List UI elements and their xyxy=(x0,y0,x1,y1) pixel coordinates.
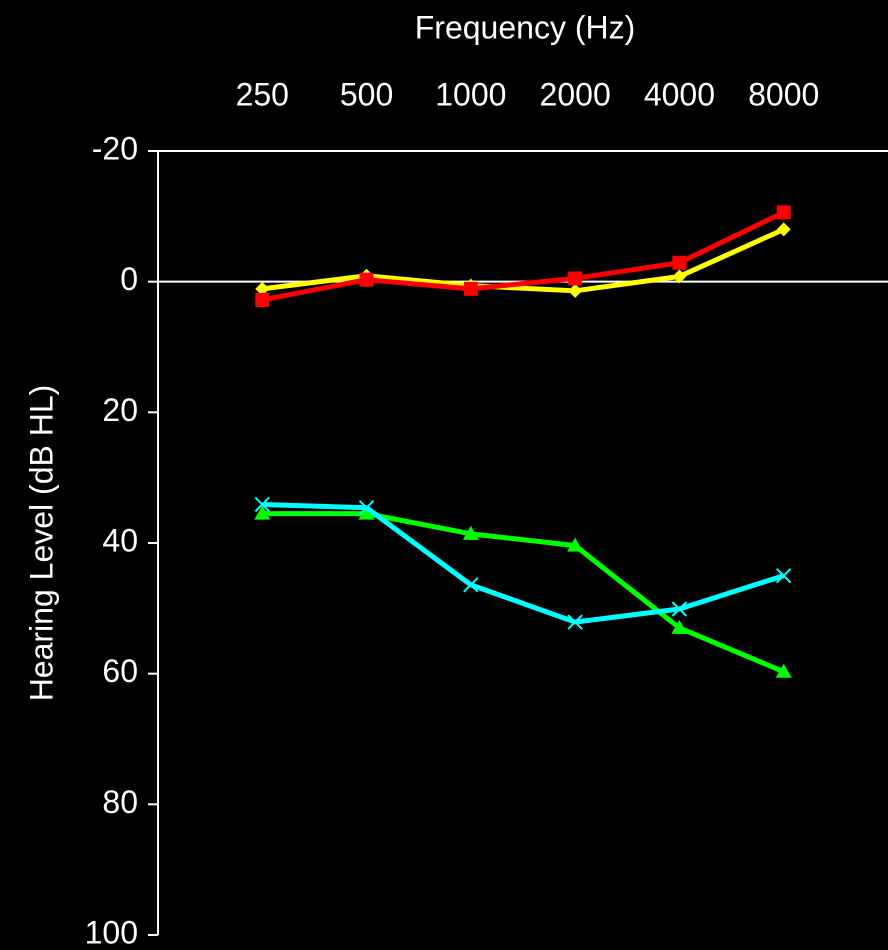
chart-title: Frequency (Hz) xyxy=(415,9,636,45)
marker xyxy=(776,222,791,237)
marker xyxy=(567,614,583,630)
y-tick-label: 40 xyxy=(102,522,138,558)
x-tick-label: 1000 xyxy=(435,76,506,112)
marker xyxy=(568,271,583,286)
marker xyxy=(776,205,791,220)
marker xyxy=(359,272,374,287)
series-line xyxy=(262,511,785,675)
x-tick-label: 500 xyxy=(340,76,393,112)
marker xyxy=(463,577,479,593)
y-tick-label: 0 xyxy=(120,261,138,297)
y-tick-label: 60 xyxy=(102,653,138,689)
y-tick-label: -20 xyxy=(92,130,138,166)
marker xyxy=(462,525,479,540)
marker xyxy=(358,500,375,516)
marker xyxy=(671,619,688,634)
marker xyxy=(568,283,583,298)
series-line xyxy=(261,227,785,294)
marker xyxy=(671,601,688,617)
marker xyxy=(254,496,270,513)
x-tick-label: 250 xyxy=(236,76,289,112)
marker xyxy=(775,663,792,678)
y-tick-label: 100 xyxy=(85,914,138,950)
marker xyxy=(255,292,270,307)
y-tick-label: 80 xyxy=(102,784,138,820)
marker xyxy=(254,505,271,520)
marker xyxy=(463,281,478,296)
marker xyxy=(255,281,270,296)
marker xyxy=(672,269,687,284)
series-line xyxy=(262,501,785,625)
marker xyxy=(776,567,792,584)
x-tick-label: 8000 xyxy=(748,76,819,112)
marker xyxy=(358,505,375,520)
x-tick-label: 4000 xyxy=(644,76,715,112)
marker xyxy=(672,255,687,270)
marker xyxy=(567,537,584,552)
y-tick-label: 20 xyxy=(102,392,138,428)
series-line xyxy=(261,210,785,303)
x-tick-label: 2000 xyxy=(540,76,611,112)
y-axis-label: Hearing Level (dB HL) xyxy=(23,385,59,702)
